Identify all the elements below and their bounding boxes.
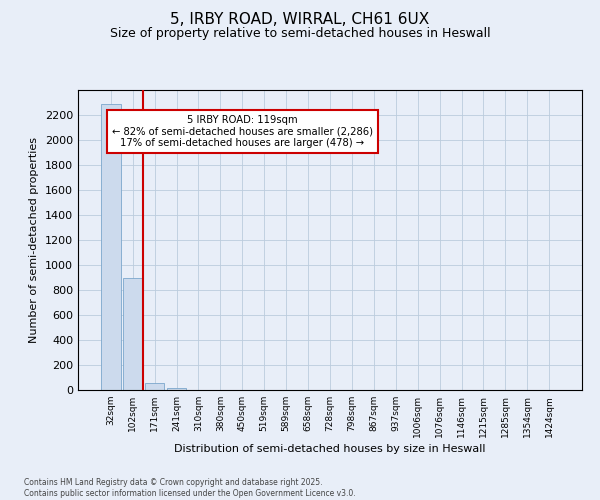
Bar [101, 104, 121, 390]
Bar [145, 383, 164, 390]
Text: 5 IRBY ROAD: 119sqm
← 82% of semi-detached houses are smaller (2,286)
17% of sem: 5 IRBY ROAD: 119sqm ← 82% of semi-detach… [112, 115, 373, 148]
Bar [123, 278, 143, 390]
Text: Size of property relative to semi-detached houses in Heswall: Size of property relative to semi-detach… [110, 28, 490, 40]
Text: 5, IRBY ROAD, WIRRAL, CH61 6UX: 5, IRBY ROAD, WIRRAL, CH61 6UX [170, 12, 430, 28]
Y-axis label: Number of semi-detached properties: Number of semi-detached properties [29, 137, 40, 343]
Text: Contains HM Land Registry data © Crown copyright and database right 2025.
Contai: Contains HM Land Registry data © Crown c… [24, 478, 356, 498]
X-axis label: Distribution of semi-detached houses by size in Heswall: Distribution of semi-detached houses by … [174, 444, 486, 454]
Bar [167, 388, 187, 390]
